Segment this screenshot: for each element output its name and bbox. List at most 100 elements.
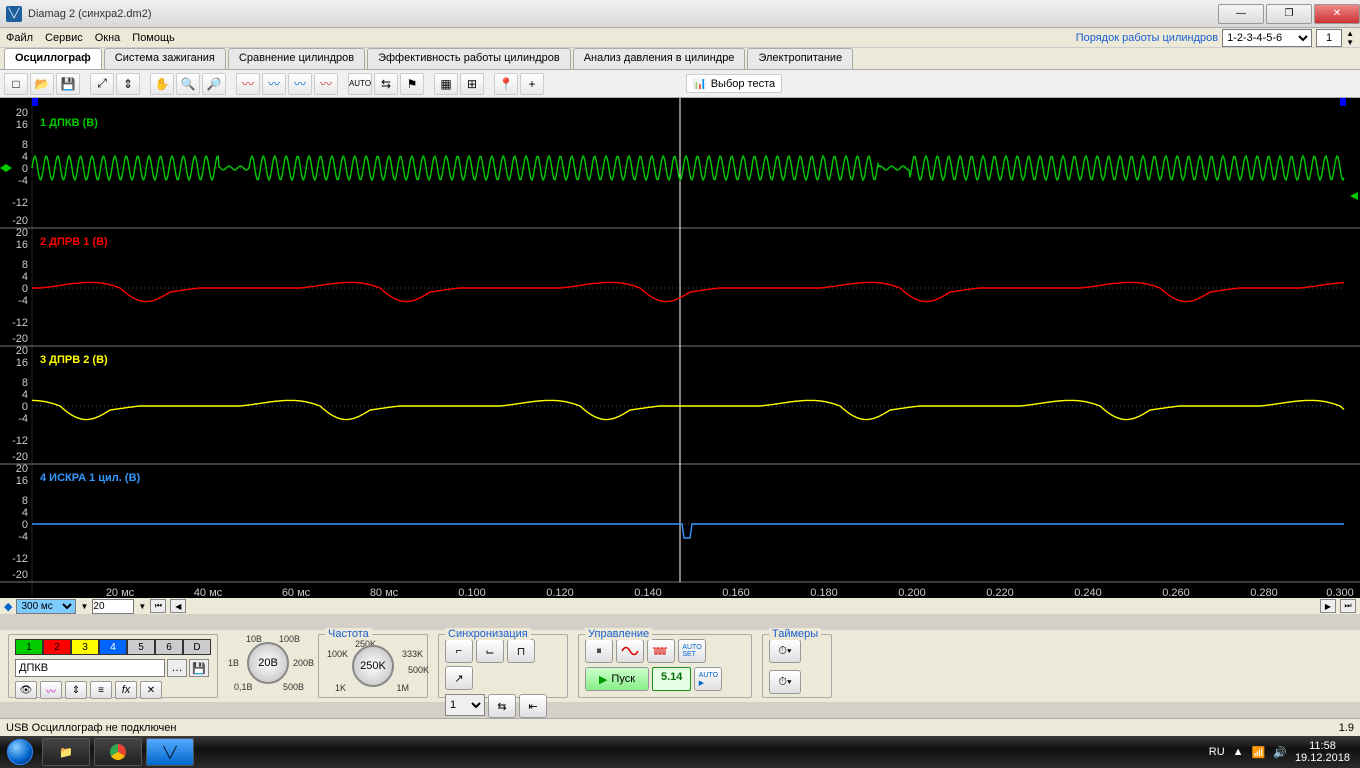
- timer2-icon[interactable]: ⏱▾: [769, 670, 801, 694]
- sine-icon[interactable]: [616, 639, 644, 663]
- freq-dial[interactable]: 250K 100K 333K 500K 1K 1M 250K: [325, 639, 421, 693]
- svg-text:20: 20: [16, 107, 28, 119]
- fx-icon[interactable]: fx: [115, 681, 137, 699]
- control-panel: 1 2 3 4 5 6 D … 💾 👁 〰 ⇕ ≡ fx ✕ 10В 100В …: [0, 630, 1360, 702]
- test-select[interactable]: 📊 Выбор теста: [686, 74, 782, 93]
- tray-clock[interactable]: 11:5819.12.2018: [1295, 740, 1350, 764]
- multi-icon[interactable]: [647, 639, 675, 663]
- sync-rise-icon[interactable]: ⌐: [445, 639, 473, 663]
- zoom-fit-icon[interactable]: ⤢: [90, 73, 114, 95]
- pause-button[interactable]: ⏸: [585, 639, 613, 663]
- svg-text:0: 0: [22, 519, 28, 531]
- channel-2-label: 2 ДПРВ 1 (B): [40, 236, 108, 248]
- cursor-icon[interactable]: ⇆: [374, 73, 398, 95]
- menu-help[interactable]: Помощь: [132, 32, 175, 44]
- tools-icon[interactable]: ✕: [140, 681, 162, 699]
- grid1-icon[interactable]: ▦: [434, 73, 458, 95]
- close-button[interactable]: ✕: [1314, 4, 1360, 24]
- run-value: 5.14: [652, 667, 691, 691]
- flag-icon[interactable]: ⚑: [400, 73, 424, 95]
- wave-icon[interactable]: 〰: [40, 681, 62, 699]
- firing-order-select[interactable]: 1-2-3-4-5-6: [1222, 29, 1312, 47]
- tab-efficiency[interactable]: Эффективность работы цилиндров: [367, 48, 571, 69]
- task-chrome[interactable]: [94, 738, 142, 766]
- chip-d[interactable]: D: [183, 639, 211, 655]
- task-explorer[interactable]: 📁: [42, 738, 90, 766]
- nav-prev[interactable]: ◀: [170, 599, 186, 613]
- new-icon[interactable]: □: [4, 73, 28, 95]
- vzoom-icon[interactable]: ⇕: [65, 681, 87, 699]
- sync-level-icon[interactable]: ⇆: [488, 694, 516, 718]
- oscilloscope-display[interactable]: 2016840-4-12-20 2016840-4-12-20 2016840-…: [0, 98, 1360, 612]
- svg-text:-20: -20: [12, 451, 28, 463]
- run-button[interactable]: ▶Пуск: [585, 667, 649, 691]
- cylinder-count-input[interactable]: [1316, 29, 1342, 47]
- auto-icon[interactable]: AUTO: [348, 73, 372, 95]
- zoom-icon[interactable]: 🔍: [176, 73, 200, 95]
- maximize-button[interactable]: ❐: [1266, 4, 1312, 24]
- lines-icon[interactable]: ≡: [90, 681, 112, 699]
- sync-left-icon[interactable]: ⇤: [519, 694, 547, 718]
- vdiv-dial[interactable]: 10В 100В 1В 200В 0,1В 500В 20В: [228, 634, 308, 692]
- timebase-row: ◆ 300 мс ▼ ▼ ⏮ ◀ ▶ ⏭: [0, 598, 1360, 614]
- zoom-region-icon[interactable]: 🔎: [202, 73, 226, 95]
- save-icon[interactable]: 💾: [56, 73, 80, 95]
- wave1-icon[interactable]: 〰: [236, 73, 260, 95]
- tab-compare[interactable]: Сравнение цилиндров: [228, 48, 365, 69]
- svg-text:-20: -20: [12, 333, 28, 345]
- channel-3-label: 3 ДПРВ 2 (B): [40, 354, 108, 366]
- auto-set-icon[interactable]: AUTOSET: [678, 639, 706, 663]
- tray-vol-icon[interactable]: 🔊: [1273, 746, 1287, 759]
- chip-4[interactable]: 4: [99, 639, 127, 655]
- menu-windows[interactable]: Окна: [95, 32, 121, 44]
- task-diamag[interactable]: ╲╱: [146, 738, 194, 766]
- marker-icon[interactable]: 📍: [494, 73, 518, 95]
- chip-5[interactable]: 5: [127, 639, 155, 655]
- sync-source[interactable]: 1: [445, 694, 485, 716]
- chip-3[interactable]: 3: [71, 639, 99, 655]
- start-button[interactable]: [0, 736, 40, 768]
- auto-run-icon[interactable]: AUTO▶: [694, 667, 722, 691]
- nav-first[interactable]: ⏮: [150, 599, 166, 613]
- timer1-icon[interactable]: ⏱▾: [769, 639, 801, 663]
- timebase-range[interactable]: 300 мс: [16, 599, 76, 614]
- tab-ignition[interactable]: Система зажигания: [104, 48, 226, 69]
- add-icon[interactable]: +: [520, 73, 544, 95]
- eye-icon[interactable]: 👁: [15, 681, 37, 699]
- hand-icon[interactable]: ✋: [150, 73, 174, 95]
- firing-order-label: Порядок работы цилиндров: [1076, 32, 1218, 44]
- zoom-v-icon[interactable]: ⇕: [116, 73, 140, 95]
- window-title: Diamag 2 (синхра2.dm2): [28, 8, 152, 20]
- tab-power[interactable]: Электропитание: [747, 48, 853, 69]
- tray-net-icon[interactable]: 📶: [1252, 746, 1266, 759]
- channel-name-input[interactable]: [15, 659, 165, 677]
- svg-text:8: 8: [22, 259, 28, 271]
- channel-save-icon[interactable]: 💾: [189, 659, 209, 677]
- grid2-icon[interactable]: ⊞: [460, 73, 484, 95]
- nav-last[interactable]: ⏭: [1340, 599, 1356, 613]
- open-icon[interactable]: 📂: [30, 73, 54, 95]
- svg-text:20: 20: [16, 227, 28, 239]
- menu-file[interactable]: Файл: [6, 32, 33, 44]
- chip-1[interactable]: 1: [15, 639, 43, 655]
- svg-text:4: 4: [22, 151, 28, 163]
- tray-lang[interactable]: RU: [1209, 746, 1225, 758]
- tray-flag-icon[interactable]: ▲: [1233, 746, 1244, 758]
- tab-pressure[interactable]: Анализ давления в цилиндре: [573, 48, 746, 69]
- sync-fall-icon[interactable]: ⌙: [476, 639, 504, 663]
- timebase-div[interactable]: [92, 599, 134, 614]
- wave3-icon[interactable]: 〰: [288, 73, 312, 95]
- wave2-icon[interactable]: 〰: [262, 73, 286, 95]
- wave4-icon[interactable]: 〰: [314, 73, 338, 95]
- menu-service[interactable]: Сервис: [45, 32, 83, 44]
- svg-text:16: 16: [16, 357, 28, 369]
- channel-browse[interactable]: …: [167, 659, 187, 677]
- chip-6[interactable]: 6: [155, 639, 183, 655]
- chip-2[interactable]: 2: [43, 639, 71, 655]
- sync-ext-icon[interactable]: ↗: [445, 666, 473, 690]
- nav-next[interactable]: ▶: [1320, 599, 1336, 613]
- taskbar: 📁 ╲╱ RU ▲ 📶 🔊 11:5819.12.2018: [0, 736, 1360, 768]
- sync-pulse-icon[interactable]: ⊓: [507, 639, 535, 663]
- tab-oscilloscope[interactable]: Осциллограф: [4, 48, 102, 69]
- minimize-button[interactable]: —: [1218, 4, 1264, 24]
